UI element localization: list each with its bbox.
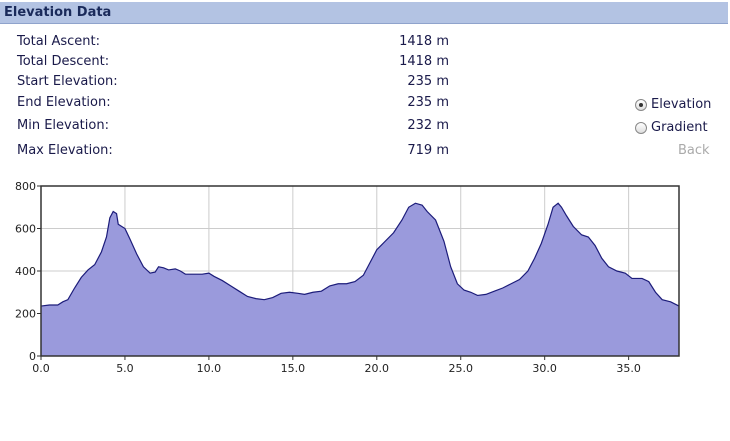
radio-label[interactable]: Gradient [651,120,708,135]
header-bar: Elevation Data [0,2,728,24]
stat-value: 235 m [407,74,449,89]
y-tick-label: 400 [15,265,36,278]
stat-value: 235 m [407,95,449,110]
stat-label: Total Descent: [17,54,110,69]
x-tick-label: 0.0 [32,362,50,375]
radio[interactable] [635,122,647,134]
stat-label: Min Elevation: [17,118,109,133]
header-title: Elevation Data [4,5,112,20]
radio[interactable] [635,99,647,111]
back-link[interactable]: Back [678,143,710,158]
x-tick-label: 20.0 [365,362,390,375]
x-tick-label: 25.0 [448,362,473,375]
x-tick-label: 5.0 [116,362,134,375]
stat-label: Max Elevation: [17,143,113,158]
x-tick-label: 10.0 [197,362,222,375]
x-tick-label: 15.0 [281,362,306,375]
plot-border [40,185,680,357]
radio-dot [639,103,643,107]
x-tick-label: 35.0 [616,362,641,375]
stat-value: 1418 m [399,54,449,69]
y-tick-label: 600 [15,223,36,236]
y-tick-label: 200 [15,308,36,321]
radio-label[interactable]: Elevation [651,97,712,112]
stat-label: Total Ascent: [17,34,101,49]
stat-value: 1418 m [399,34,449,49]
y-tick-label: 0 [29,350,36,363]
stat-value: 232 m [407,118,449,133]
stat-value: 719 m [407,143,449,158]
stat-label: End Elevation: [17,95,111,110]
y-tick-label: 800 [15,180,36,193]
elevation-line [40,202,680,307]
x-tick-label: 30.0 [532,362,557,375]
stat-label: Start Elevation: [17,74,118,89]
elevation-area [41,203,679,356]
